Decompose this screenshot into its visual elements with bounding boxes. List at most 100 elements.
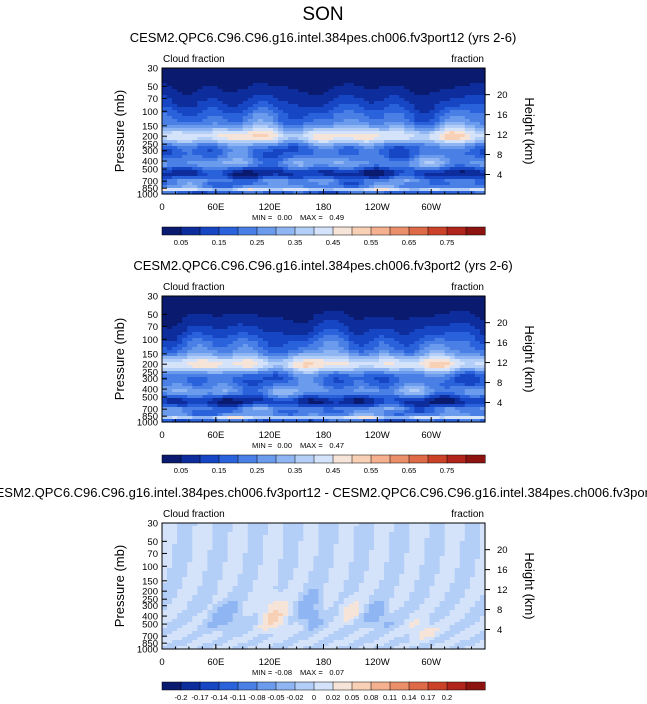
contour-cell	[217, 179, 224, 183]
contour-cell	[162, 338, 168, 342]
contour-cell	[298, 356, 304, 360]
contour-cell	[207, 371, 214, 375]
contour-cell	[429, 377, 436, 381]
contour-cell	[379, 320, 385, 324]
contour-cell	[197, 344, 203, 348]
contour-cell	[469, 356, 476, 360]
contour-cell	[273, 344, 279, 348]
contour-cell	[273, 323, 279, 327]
contour-cell	[439, 380, 446, 384]
contour-cell	[363, 113, 370, 117]
contour-cell	[227, 107, 234, 111]
contour-cell	[343, 335, 350, 339]
contour-cell	[237, 383, 244, 387]
contour-cell	[303, 395, 309, 399]
contour-cell	[182, 398, 188, 402]
contour-cell	[167, 77, 173, 81]
contour-cell	[434, 359, 441, 363]
contour-cell	[257, 326, 264, 330]
contour-cell	[318, 149, 325, 153]
contour-cell	[479, 149, 486, 153]
contour-cell	[384, 146, 390, 150]
contour-cell	[469, 185, 476, 189]
contour-cell	[459, 383, 466, 387]
contour-cell	[267, 296, 274, 300]
contour-cell	[298, 164, 304, 168]
contour-cell	[192, 383, 198, 387]
contour-cell	[202, 185, 209, 189]
contour-cell	[429, 374, 436, 378]
contour-cell	[333, 83, 340, 87]
contour-cell	[404, 170, 410, 174]
contour-cell	[474, 116, 481, 120]
colorbar-label: 0.25	[250, 238, 265, 247]
contour-cell	[308, 146, 315, 150]
contour-cell	[328, 326, 335, 330]
contour-cell	[419, 119, 426, 123]
contour-cell	[353, 374, 360, 378]
contour-cell	[227, 335, 234, 339]
contour-cell	[429, 113, 436, 117]
contour-cell	[373, 104, 380, 108]
contour-cell	[303, 356, 309, 360]
contour-cell	[379, 92, 385, 96]
contour-cell	[333, 110, 340, 114]
contour-cell	[252, 80, 259, 84]
contour-cell	[262, 176, 269, 180]
contour-cell	[384, 371, 390, 375]
contour-cell	[278, 140, 284, 144]
contour-cell	[298, 152, 304, 156]
contour-cell	[404, 116, 410, 120]
contour-cell	[308, 137, 315, 141]
contour-cell	[399, 128, 405, 132]
y-tick-label: 700	[142, 177, 158, 188]
contour-cell	[177, 74, 183, 78]
contour-cell	[389, 365, 395, 369]
contour-cell	[162, 341, 168, 345]
contour-cell	[343, 362, 350, 366]
contour-cell	[227, 308, 234, 312]
contour-cell	[318, 143, 325, 147]
contour-cell	[207, 80, 214, 84]
contour-cell	[222, 395, 229, 399]
contour-cell	[358, 359, 365, 363]
contour-cell	[333, 182, 340, 186]
contour-cell	[394, 329, 400, 333]
contour-cell	[414, 305, 420, 309]
contour-cell	[409, 155, 415, 159]
contour-cell	[247, 299, 254, 303]
contour-cell	[318, 119, 325, 123]
contour-cell	[454, 74, 461, 78]
contour-cell	[394, 191, 400, 195]
contour-cell	[283, 125, 289, 129]
contour-cell	[187, 308, 193, 312]
contour-cell	[323, 308, 330, 312]
contour-cell	[182, 77, 188, 81]
contour-cell	[449, 314, 456, 318]
contour-cell	[414, 137, 420, 141]
contour-cell	[308, 134, 315, 138]
contour-cell	[343, 332, 350, 336]
contour-cell	[288, 83, 294, 87]
contour-cell	[172, 77, 178, 81]
contour-cell	[348, 386, 355, 390]
contour-cell	[469, 380, 476, 384]
contour-cell	[313, 380, 320, 384]
contour-cell	[288, 383, 294, 387]
contour-cell	[404, 311, 410, 315]
contour-cell	[278, 125, 284, 129]
contour-cell	[262, 86, 269, 90]
contour-cell	[469, 131, 476, 135]
contour-cell	[172, 308, 178, 312]
contour-cell	[439, 140, 446, 144]
contour-cell	[454, 311, 461, 315]
contour-cell	[479, 134, 486, 138]
contour-cell	[414, 149, 420, 153]
contour-cell	[479, 77, 486, 81]
contour-cell	[222, 161, 229, 165]
contour-cell	[278, 311, 284, 315]
contour-cell	[197, 173, 203, 177]
contour-cell	[379, 77, 385, 81]
contour-cell	[474, 383, 481, 387]
contour-cell	[404, 329, 410, 333]
